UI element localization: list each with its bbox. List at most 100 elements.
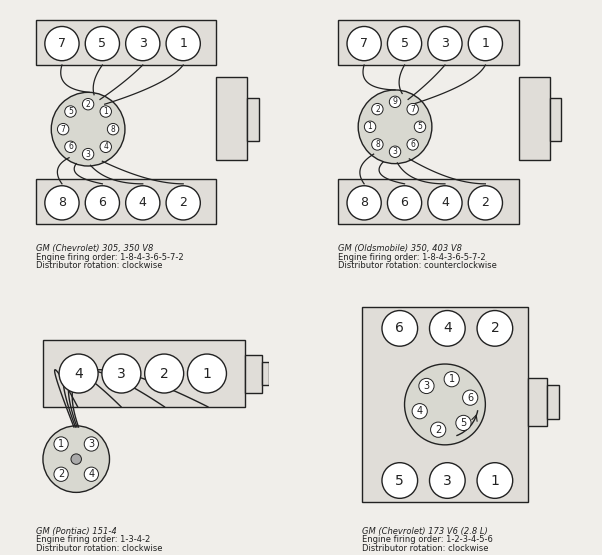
Circle shape xyxy=(57,123,69,135)
Text: 5: 5 xyxy=(68,107,73,116)
Circle shape xyxy=(456,415,471,431)
Circle shape xyxy=(407,139,418,150)
Circle shape xyxy=(364,121,376,133)
Text: 7: 7 xyxy=(58,37,66,50)
Text: 2: 2 xyxy=(179,196,187,209)
Text: 4: 4 xyxy=(139,196,147,209)
Circle shape xyxy=(85,27,119,60)
Text: GM (Chevrolet) 173 V6 (2.8 L): GM (Chevrolet) 173 V6 (2.8 L) xyxy=(362,527,488,536)
Circle shape xyxy=(477,311,513,346)
Bar xyxy=(547,385,559,418)
Circle shape xyxy=(82,98,94,110)
Circle shape xyxy=(389,146,401,158)
Text: 1: 1 xyxy=(491,473,499,487)
Circle shape xyxy=(107,123,119,135)
Bar xyxy=(519,77,550,160)
Text: 4: 4 xyxy=(74,366,83,381)
Text: 1: 1 xyxy=(104,107,108,116)
Text: 7: 7 xyxy=(360,37,368,50)
Circle shape xyxy=(166,186,200,220)
Text: 6: 6 xyxy=(400,196,409,209)
Text: 3: 3 xyxy=(393,147,397,157)
Circle shape xyxy=(43,426,110,492)
Text: GM (Chevrolet) 305, 350 V8: GM (Chevrolet) 305, 350 V8 xyxy=(36,244,153,254)
Text: 1: 1 xyxy=(368,122,373,132)
Text: 8: 8 xyxy=(360,196,368,209)
Text: 6: 6 xyxy=(410,140,415,149)
Bar xyxy=(36,20,217,65)
Circle shape xyxy=(144,354,184,393)
Text: 6: 6 xyxy=(396,321,404,335)
Circle shape xyxy=(419,379,434,393)
Circle shape xyxy=(102,354,141,393)
Circle shape xyxy=(382,311,418,346)
Circle shape xyxy=(71,454,81,465)
Circle shape xyxy=(54,437,68,451)
Text: 2: 2 xyxy=(375,105,380,114)
Circle shape xyxy=(388,186,421,220)
Circle shape xyxy=(414,121,426,133)
Circle shape xyxy=(468,27,503,60)
Circle shape xyxy=(430,422,446,437)
Text: 7: 7 xyxy=(410,105,415,114)
Text: 2: 2 xyxy=(160,366,169,381)
Text: 6: 6 xyxy=(68,142,73,152)
Bar xyxy=(262,362,268,385)
Circle shape xyxy=(187,354,226,393)
Text: 3: 3 xyxy=(139,37,147,50)
Circle shape xyxy=(45,27,79,60)
Circle shape xyxy=(126,186,160,220)
Circle shape xyxy=(428,186,462,220)
Text: 4: 4 xyxy=(443,321,452,335)
Text: Distributor rotation: counterclockwise: Distributor rotation: counterclockwise xyxy=(338,261,497,270)
Circle shape xyxy=(54,467,68,481)
Text: Distributor rotation: clockwise: Distributor rotation: clockwise xyxy=(36,543,163,553)
Text: 8: 8 xyxy=(375,140,380,149)
Bar xyxy=(362,307,528,502)
Circle shape xyxy=(84,437,99,451)
Bar xyxy=(338,20,519,65)
Circle shape xyxy=(166,27,200,60)
Circle shape xyxy=(412,403,427,419)
Circle shape xyxy=(444,372,459,387)
Text: Engine firing order: 1-8-4-3-6-5-7-2: Engine firing order: 1-8-4-3-6-5-7-2 xyxy=(338,253,486,262)
Bar xyxy=(217,77,247,160)
Bar xyxy=(247,98,259,141)
Text: 5: 5 xyxy=(461,418,467,428)
Bar xyxy=(338,179,519,224)
Bar xyxy=(528,379,547,426)
Text: 1: 1 xyxy=(179,37,187,50)
Circle shape xyxy=(100,106,111,117)
Text: 4: 4 xyxy=(441,196,449,209)
Circle shape xyxy=(462,390,478,405)
Text: Engine firing order: 1-2-3-4-5-6: Engine firing order: 1-2-3-4-5-6 xyxy=(362,535,492,544)
Text: 5: 5 xyxy=(418,122,423,132)
Bar xyxy=(550,98,562,141)
Circle shape xyxy=(347,27,381,60)
Circle shape xyxy=(65,141,76,153)
Circle shape xyxy=(428,27,462,60)
Circle shape xyxy=(389,96,401,108)
Bar xyxy=(43,340,245,407)
Circle shape xyxy=(371,139,383,150)
Text: 8: 8 xyxy=(111,125,116,134)
Circle shape xyxy=(477,463,513,498)
Bar xyxy=(36,179,217,224)
Text: 2: 2 xyxy=(482,196,489,209)
Text: Engine firing order: 1-8-4-3-6-5-7-2: Engine firing order: 1-8-4-3-6-5-7-2 xyxy=(36,253,184,262)
Text: GM (Pontiac) 151-4: GM (Pontiac) 151-4 xyxy=(36,527,117,536)
Text: 3: 3 xyxy=(423,381,430,391)
Text: 2: 2 xyxy=(85,100,90,109)
Text: 3: 3 xyxy=(88,439,95,449)
Text: Distributor rotation: clockwise: Distributor rotation: clockwise xyxy=(36,261,163,270)
Text: 5: 5 xyxy=(396,473,404,487)
Circle shape xyxy=(65,106,76,117)
Text: 3: 3 xyxy=(85,150,90,159)
Circle shape xyxy=(51,92,125,166)
Text: 3: 3 xyxy=(117,366,126,381)
Text: 8: 8 xyxy=(58,196,66,209)
Text: 4: 4 xyxy=(417,406,423,416)
Text: 1: 1 xyxy=(202,366,211,381)
Text: 1: 1 xyxy=(58,439,64,449)
Text: Engine firing order: 1-3-4-2: Engine firing order: 1-3-4-2 xyxy=(36,535,150,544)
